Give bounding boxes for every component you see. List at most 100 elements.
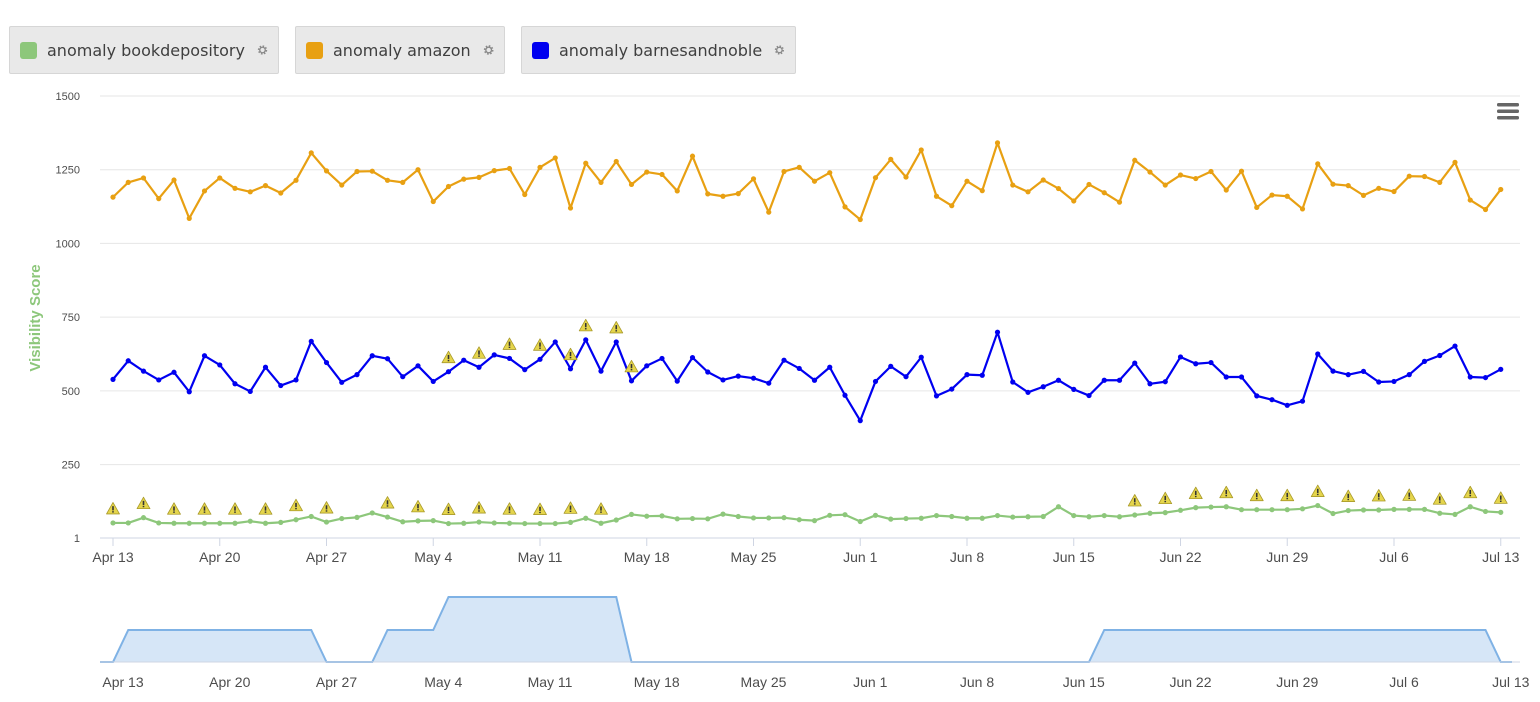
data-point [125,358,131,364]
data-point [674,516,680,522]
data-point [369,168,375,174]
data-point [293,517,299,523]
data-point [339,515,345,522]
data-point [1208,359,1214,366]
data-point [750,515,757,521]
data-point [140,175,147,181]
data-point [1406,173,1412,179]
data-point [247,189,253,195]
data-point [1025,514,1031,520]
data-point [1376,507,1382,513]
data-point [232,520,238,526]
data-point [430,518,436,524]
y-tick-label: 1500 [56,91,80,103]
data-point [735,190,741,197]
warning-icon [502,337,517,350]
warning-icon [258,502,273,515]
data-point [1238,168,1245,174]
data-point [552,339,558,345]
data-point [476,364,482,370]
data-point [1360,368,1367,375]
x-tick-label: Apr 27 [306,549,347,565]
data-point [156,377,162,383]
data-point [476,519,482,525]
data-point [644,363,650,369]
gear-icon[interactable] [483,40,494,60]
data-point [140,515,147,521]
data-point [369,353,375,359]
warning-icon [1158,491,1173,505]
data-point [1452,511,1458,518]
data-point [1223,374,1229,380]
data-point [1345,372,1351,378]
data-point [842,512,848,518]
navigator-tick-label: Jun 1 [853,674,887,690]
data-point [842,392,848,398]
data-point [979,515,985,521]
data-point [1315,351,1321,357]
data-point [1223,187,1229,193]
data-point [1269,507,1275,513]
navigator[interactable]: Apr 13 Apr 20 Apr 27 May 4 May 11 May 18 May 2… [100,596,1530,690]
series-lines [106,140,1508,527]
data-point [1086,514,1092,520]
data-point [1223,504,1229,510]
legend-label-amazon: anomaly amazon [333,40,471,60]
gear-icon[interactable] [774,40,785,60]
data-point [1193,175,1199,182]
legend-item-bookdepository[interactable]: anomaly bookdepository [9,26,279,74]
data-point [1101,377,1107,383]
data-point [1208,168,1214,175]
y-tick-label: 500 [62,386,80,398]
data-point [537,520,543,527]
data-point [1391,506,1397,512]
data-point [1391,378,1397,385]
warning-icon [411,499,425,513]
data-point [278,190,284,196]
data-point [1330,510,1336,517]
warning-icon [1402,488,1417,501]
data-point [293,177,299,183]
data-point [171,177,177,183]
data-point [659,355,665,362]
navigator-tick-label: Apr 27 [316,674,357,690]
data-point [1177,507,1184,513]
data-point [1132,512,1138,518]
navigator-tick-label: Apr 20 [209,674,250,690]
navigator-tick-label: May 4 [424,674,462,690]
data-point [811,518,818,524]
data-point [903,515,909,522]
data-point [171,520,177,526]
hamburger-menu-icon[interactable] [1496,96,1526,126]
data-point [613,517,619,523]
data-point [1299,398,1306,404]
data-point [1376,379,1382,385]
data-point [1040,384,1046,390]
data-point [720,193,726,199]
data-point [1071,512,1077,519]
data-point [598,179,604,185]
data-point [720,511,726,517]
data-point [811,178,818,184]
data-point [430,198,436,205]
data-point [1421,506,1428,512]
data-point [522,367,528,373]
warning-icon [1310,484,1325,497]
data-point [1254,393,1260,399]
data-point [384,356,391,362]
data-point [506,520,513,526]
data-point [903,374,909,380]
data-point [461,176,467,182]
data-point [933,393,940,399]
data-point [110,376,116,382]
legend-item-barnesandnoble[interactable]: anomaly barnesandnoble [521,26,796,74]
gear-icon[interactable] [257,40,268,60]
data-point [705,369,711,375]
data-point [567,519,574,525]
legend-item-amazon[interactable]: anomaly amazon [295,26,505,74]
data-point [1147,381,1153,387]
data-point [201,520,208,526]
data-point [766,380,772,386]
warning-icon [594,502,608,515]
data-point [156,520,162,526]
